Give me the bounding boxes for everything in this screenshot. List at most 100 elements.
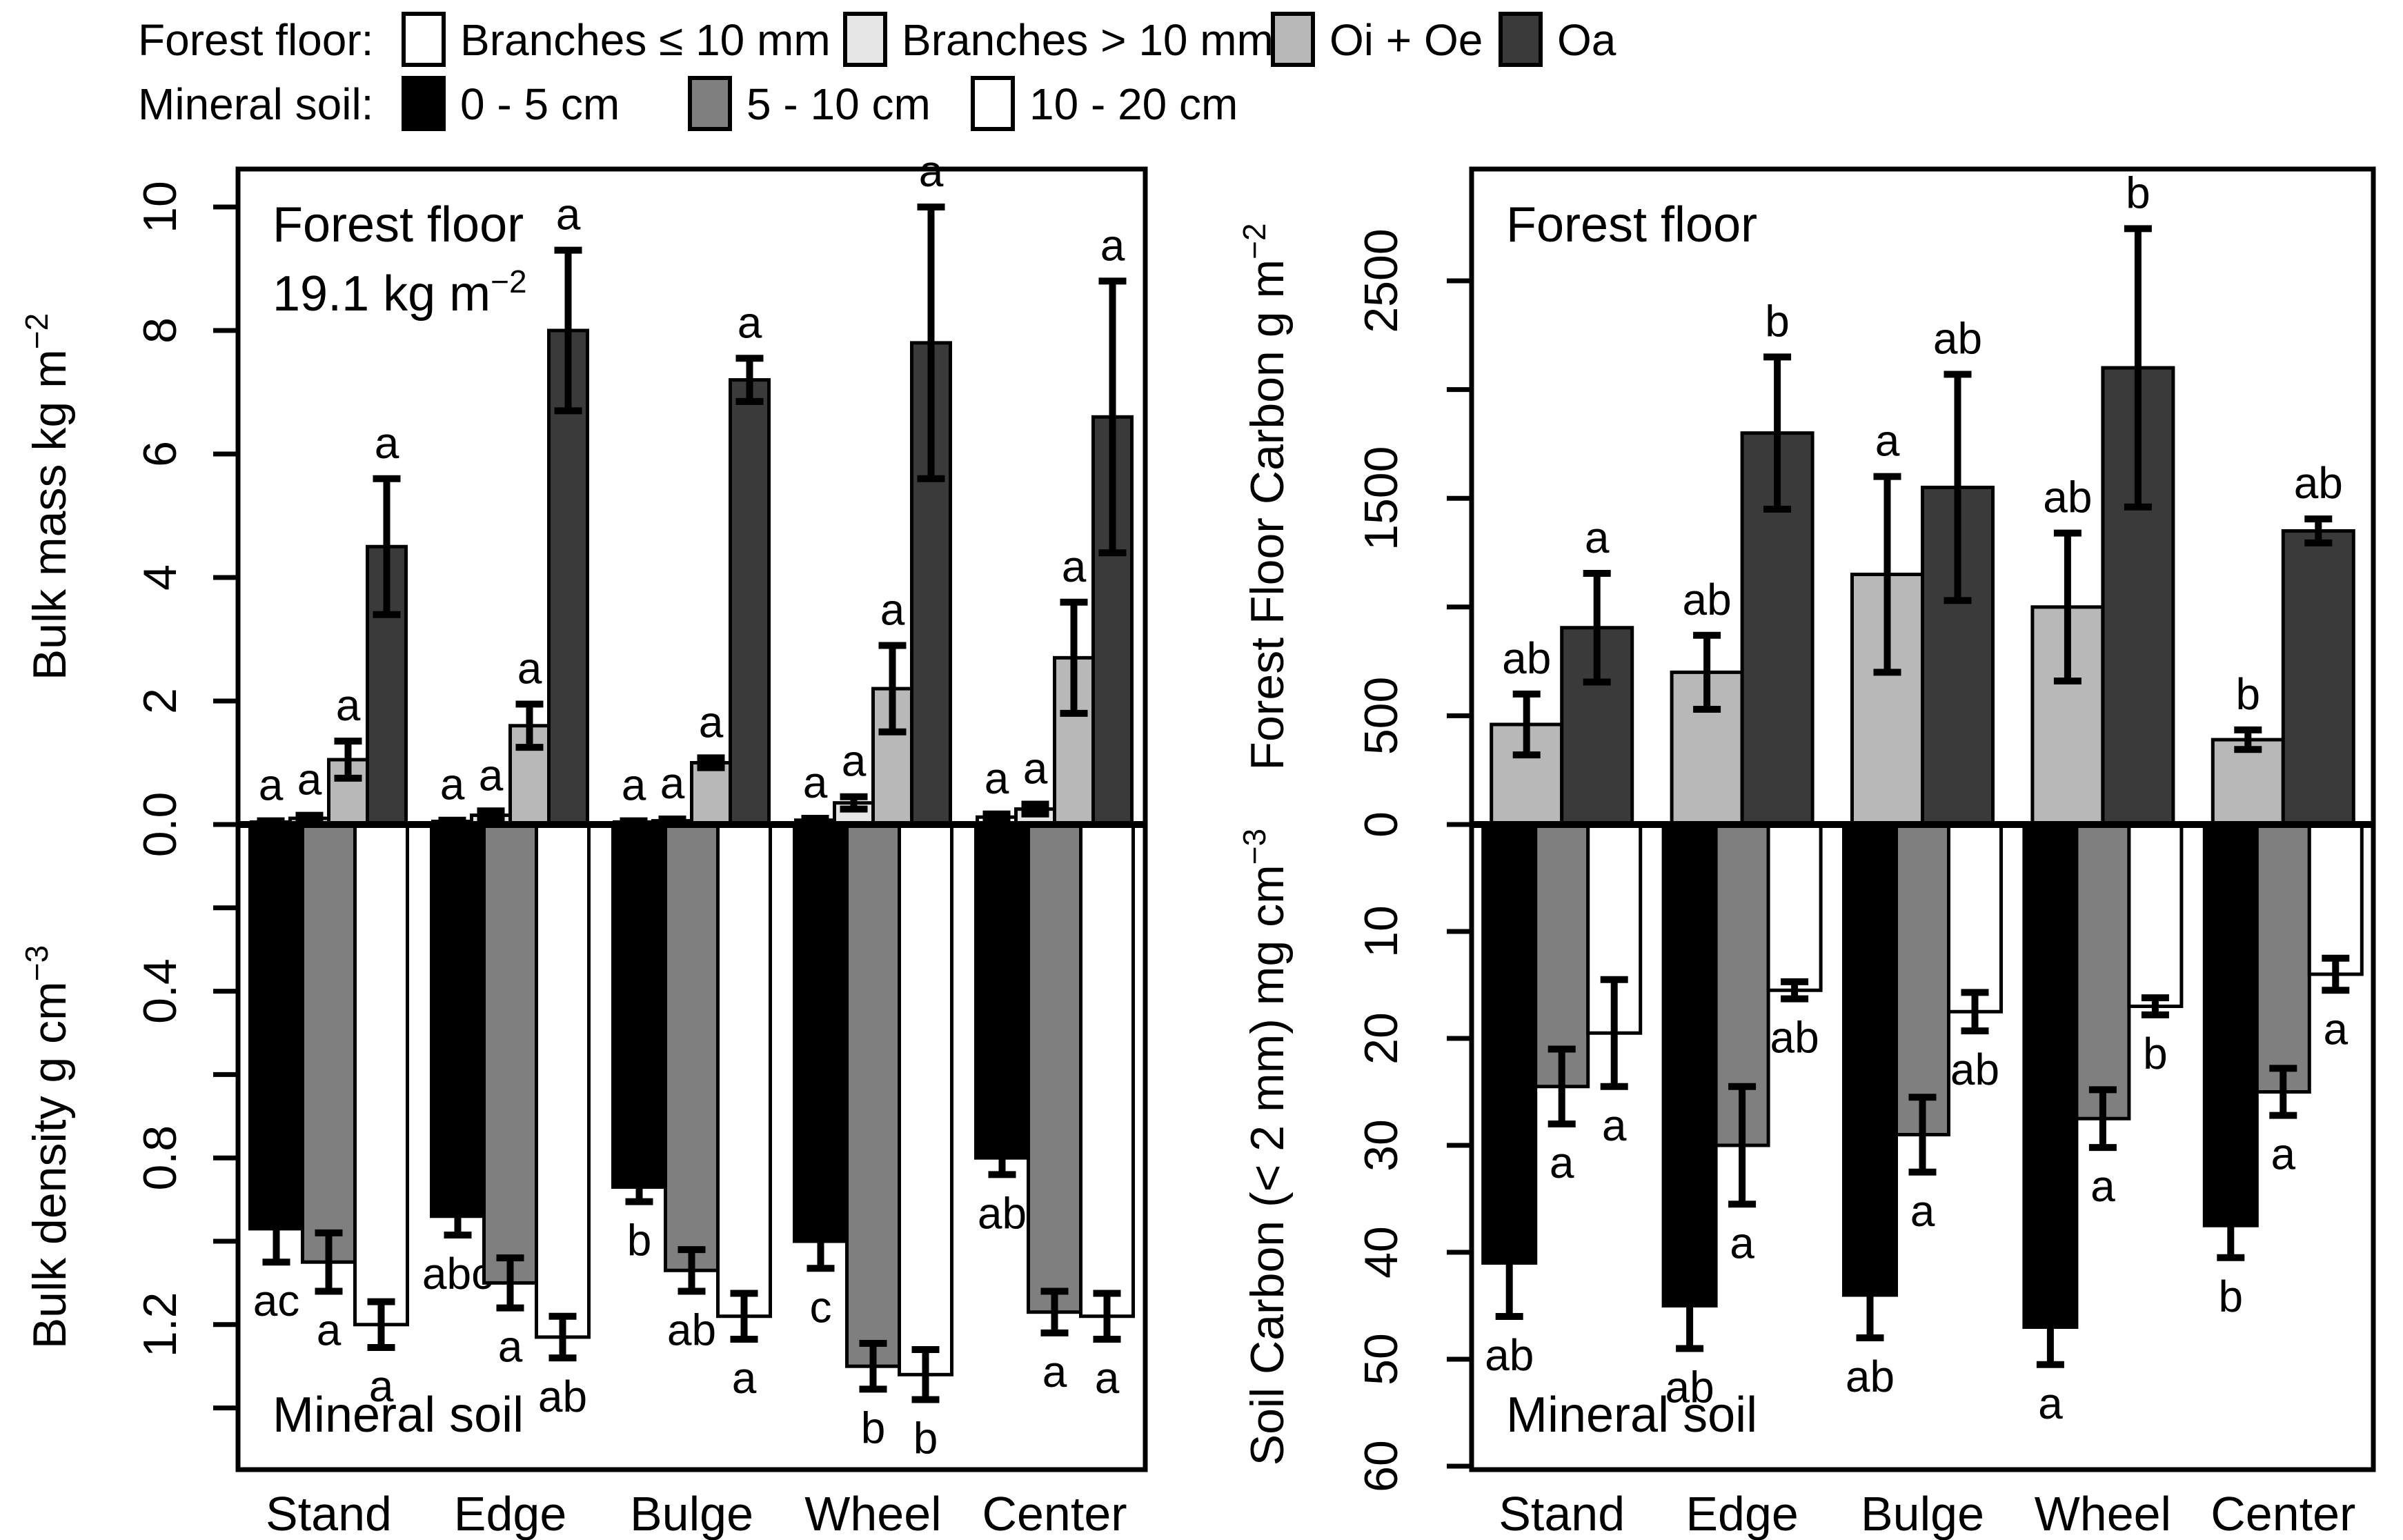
error-bar-bulk-mass-center-3	[1098, 277, 1127, 557]
sig-letter-bulk-mass-center-3: a	[1100, 220, 1125, 270]
sig-letter-bulk-mass-center-1: a	[1023, 743, 1048, 793]
bar-soil-carbon-wheel-2	[2127, 822, 2184, 1008]
error-bar-bulk-density-wheel-0	[807, 1210, 835, 1272]
sig-letter-soil-carbon-center-1: a	[2271, 1129, 2296, 1179]
bar-bulk-density-wheel-1	[845, 822, 901, 1368]
sig-letter-bulk-density-wheel-2: b	[913, 1414, 938, 1463]
legend-label-1-2: 10 - 20 cm	[1029, 79, 1238, 129]
y-axis-title-bulk-mass: Bulk mass kg m−2	[19, 313, 76, 680]
error-bar-soil-carbon-wheel-1	[2088, 1086, 2117, 1152]
bar-soil-carbon-bulge-2	[1947, 822, 2003, 1014]
error-bar-soil-carbon-wheel-0	[2036, 1286, 2064, 1368]
error-bar-soil-carbon-stand-2	[1600, 976, 1628, 1090]
error-bar-bulk-mass-wheel-3	[917, 204, 945, 482]
y-tick-label: 0	[1355, 811, 1407, 838]
group-label-stand: Stand	[266, 1487, 392, 1540]
error-bar-bulk-density-edge-0	[444, 1194, 472, 1238]
sig-letter-bulk-mass-stand-3: a	[375, 418, 399, 468]
sig-letter-forest-floor-carbon-bulge-0: a	[1875, 416, 1900, 466]
error-bar-forest-floor-carbon-bulge-1	[1944, 371, 1972, 604]
sig-letter-bulk-mass-bulge-0: a	[622, 760, 646, 810]
sig-letter-bulk-density-edge-2: ab	[538, 1372, 587, 1421]
group-label-stand: Stand	[1499, 1487, 1625, 1540]
y-tick-label: 0.4	[134, 958, 186, 1024]
y-tick-label: 30	[1355, 1119, 1407, 1172]
legend-row-label-0: Forest floor:	[138, 15, 373, 65]
sig-letter-soil-carbon-bulge-2: ab	[1950, 1045, 1999, 1094]
panel-box	[235, 166, 1148, 1472]
bar-bulk-density-stand-0	[248, 822, 304, 1231]
sig-letter-bulk-mass-edge-1: a	[479, 750, 504, 800]
sig-letter-bulk-mass-stand-1: a	[297, 755, 322, 804]
bar-bulk-density-edge-2	[535, 822, 591, 1339]
sig-letter-bulk-mass-edge-3: a	[556, 190, 581, 239]
sig-letter-bulk-density-edge-0: abc	[422, 1249, 493, 1299]
error-bar-soil-carbon-bulge-1	[1908, 1094, 1937, 1176]
panel-annotation-bulk-mass-0: Forest floor	[273, 197, 524, 253]
legend-label-0-3: Oa	[1557, 15, 1616, 65]
bar-soil-carbon-edge-2	[1766, 822, 1823, 992]
error-bar-bulk-mass-center-0	[982, 810, 1011, 824]
sig-letter-forest-floor-carbon-center-0: b	[2236, 669, 2261, 719]
error-bar-soil-carbon-stand-1	[1547, 1045, 1576, 1127]
sig-letter-soil-carbon-edge-0: ab	[1665, 1363, 1714, 1412]
sig-letter-forest-floor-carbon-edge-0: ab	[1683, 575, 1732, 624]
sig-letter-soil-carbon-stand-1: a	[1550, 1138, 1574, 1187]
sig-letter-soil-carbon-bulge-1: a	[1910, 1186, 1935, 1236]
sig-letter-forest-floor-carbon-stand-1: a	[1585, 513, 1610, 562]
error-bar-bulk-mass-bulge-2	[697, 754, 725, 771]
bar-bulk-density-center-1	[1027, 822, 1082, 1314]
bar-bulk-density-center-0	[974, 822, 1030, 1160]
group-label-bulge: Bulge	[1861, 1487, 1984, 1540]
sig-letter-soil-carbon-stand-2: a	[1602, 1100, 1627, 1150]
error-bar-soil-carbon-bulge-2	[1961, 989, 1989, 1035]
panel-box	[1469, 166, 2376, 1472]
legend-swatch-1-0	[402, 76, 446, 131]
bar-bulk-density-stand-2	[353, 822, 409, 1327]
sig-letter-bulk-mass-stand-0: a	[259, 760, 284, 810]
group-label-center: Center	[2211, 1487, 2355, 1540]
error-bar-bulk-density-wheel-2	[911, 1346, 940, 1403]
sig-letter-forest-floor-carbon-stand-0: ab	[1502, 633, 1551, 683]
error-bar-bulk-mass-wheel-1	[840, 793, 868, 813]
sig-letter-soil-carbon-center-0: b	[2219, 1272, 2244, 1321]
y-tick-label: 50	[1355, 1333, 1407, 1385]
y-tick-label: 6	[134, 441, 186, 467]
panel-annotation-bulk-density-0: Mineral soil	[273, 1388, 524, 1443]
sig-letter-soil-carbon-wheel-2: b	[2143, 1029, 2168, 1078]
sig-letter-soil-carbon-center-2: a	[2324, 1004, 2348, 1054]
sig-letter-soil-carbon-edge-1: a	[1730, 1218, 1754, 1267]
sig-letter-bulk-density-wheel-1: b	[861, 1403, 886, 1452]
legend-swatch-0-3	[1499, 12, 1543, 67]
sig-letter-soil-carbon-stand-0: ab	[1485, 1330, 1534, 1380]
bar-bulk-density-wheel-0	[793, 822, 849, 1243]
sig-letter-bulk-density-bulge-0: b	[627, 1216, 652, 1265]
bar-bulk-density-edge-0	[430, 822, 486, 1218]
sig-letter-bulk-density-stand-0: ac	[253, 1276, 300, 1325]
sig-letter-soil-carbon-edge-2: ab	[1770, 1013, 1819, 1063]
y-tick-label: 20	[1355, 1012, 1407, 1065]
error-bar-soil-carbon-center-2	[2322, 954, 2350, 994]
error-bar-bulk-density-bulge-2	[730, 1290, 758, 1343]
group-label-edge: Edge	[454, 1487, 566, 1540]
error-bar-bulk-mass-wheel-2	[878, 642, 907, 736]
error-bar-soil-carbon-edge-1	[1728, 1083, 1757, 1208]
bar-bulk-density-bulge-2	[716, 822, 772, 1319]
legend-label-0-2: Oi + Oe	[1329, 15, 1483, 65]
y-tick-label: 0.8	[134, 1125, 186, 1191]
error-bar-bulk-mass-bulge-3	[735, 355, 764, 405]
sig-letter-bulk-density-center-1: a	[1042, 1347, 1067, 1396]
bar-soil-carbon-stand-0	[1481, 822, 1538, 1265]
y-tick-label: 60	[1355, 1440, 1407, 1492]
error-bar-soil-carbon-edge-0	[1676, 1259, 1704, 1352]
error-bar-soil-carbon-bulge-0	[1856, 1249, 1884, 1341]
bar-soil-carbon-center-2	[2307, 822, 2364, 976]
error-bar-forest-floor-carbon-center-0	[2234, 726, 2262, 753]
sig-letter-bulk-mass-edge-0: a	[440, 760, 465, 809]
sig-letter-bulk-mass-center-0: a	[985, 753, 1009, 803]
error-bar-bulk-mass-edge-2	[515, 700, 544, 751]
error-bar-bulk-density-stand-2	[367, 1298, 395, 1352]
